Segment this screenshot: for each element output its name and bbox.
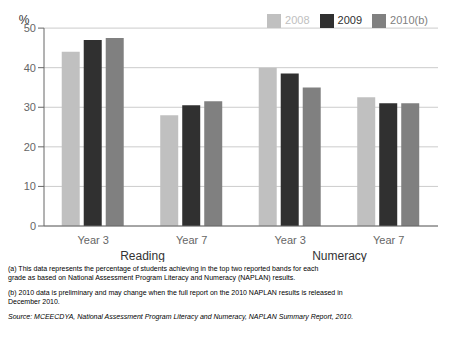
html-text:Source: MCEECDYA, National Ass: Source: MCEECDYA, National Assessment Pr… [8,313,354,320]
html-text:(b) 2010 data is preliminary a: (b) 2010 data is preliminary and may cha… [8,289,343,305]
svg-text:Numeracy: Numeracy [312,249,367,262]
html-text:2009: 2009 [337,14,363,26]
svg-text:Year 3: Year 3 [275,234,306,246]
svg-text:Year 7: Year 7 [176,234,207,246]
svg-text:Year 3: Year 3 [78,234,109,246]
html-text:2010(b): 2010(b) [390,14,428,26]
svg-text:20: 20 [24,141,36,153]
svg-text:0: 0 [30,220,36,232]
svg-text:Year 7: Year 7 [373,234,404,246]
html-text:(a) This data represents the p: (a) This data represents the percentage … [8,265,319,281]
svg-text:%: % [19,13,30,27]
svg-text:40: 40 [24,62,36,74]
svg-text:50: 50 [23,22,36,34]
svg-text:10: 10 [24,180,36,192]
svg-text:Reading: Reading [120,249,165,262]
svg-text:30: 30 [24,101,36,113]
html-text:2008: 2008 [285,14,310,26]
